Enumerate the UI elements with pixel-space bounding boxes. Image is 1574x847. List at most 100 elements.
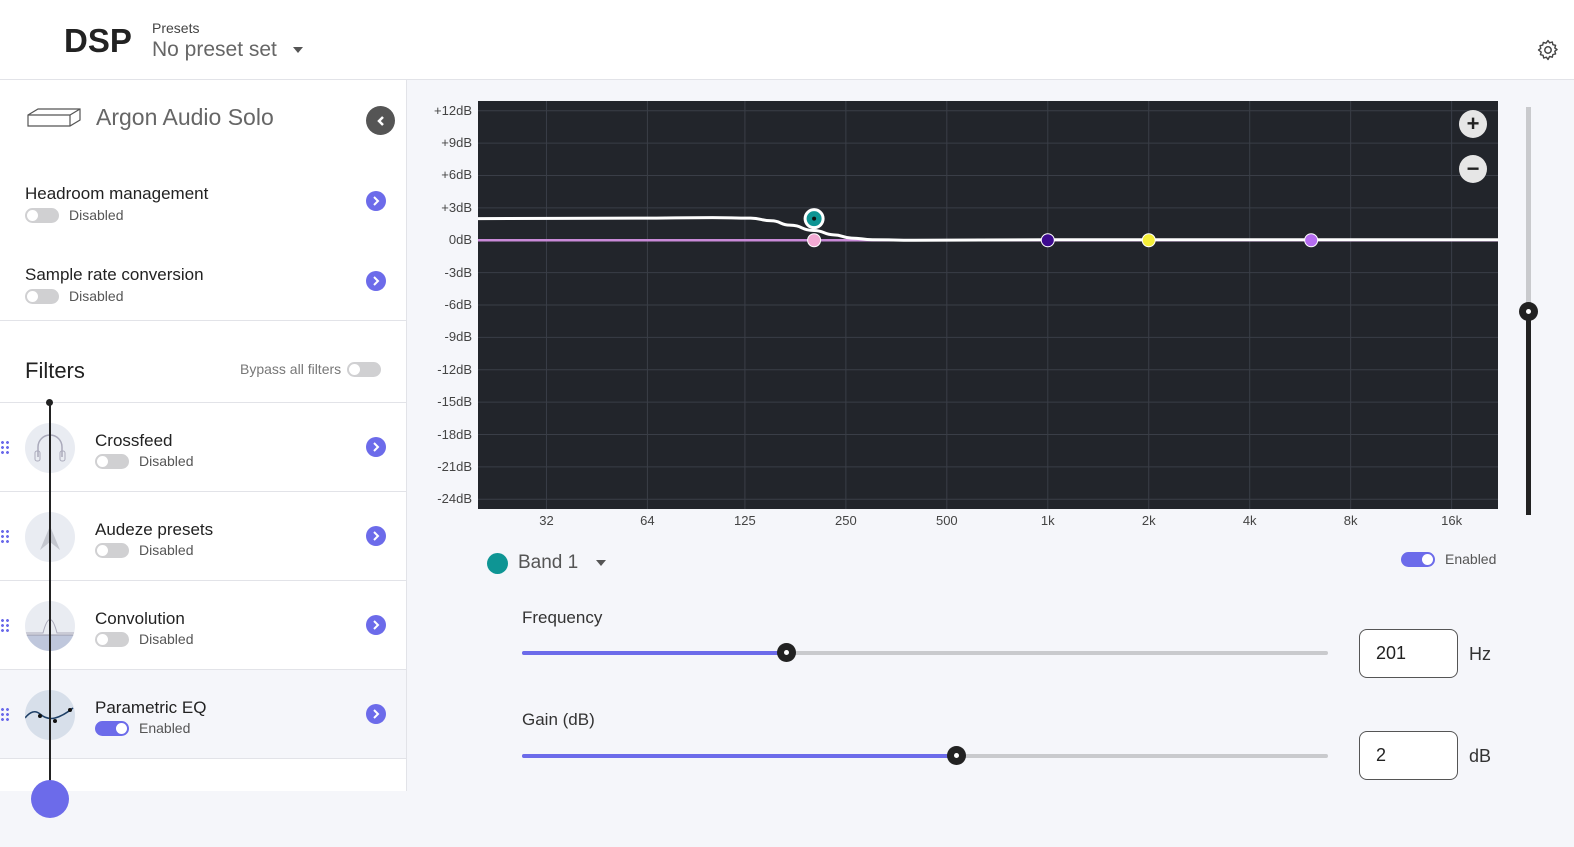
sidebar: Argon Audio Solo Headroom management Dis… <box>0 80 407 818</box>
y-tick-label: +6dB <box>441 167 472 183</box>
drag-handle-icon[interactable] <box>0 618 10 632</box>
zoom-out-button[interactable]: − <box>1459 155 1487 183</box>
filter-item-parametric-eq[interactable]: Parametric EQ Enabled <box>0 669 406 758</box>
y-tick-label: -15dB <box>437 394 472 410</box>
eq-chart-plot[interactable] <box>477 101 1498 509</box>
filter-item-convolution[interactable]: Convolution Disabled <box>0 580 406 669</box>
filter-open-button[interactable] <box>366 615 386 635</box>
x-tick-label: 125 <box>734 513 756 528</box>
gear-icon[interactable] <box>1536 38 1560 62</box>
top-bar: DSP Presets No preset set <box>0 0 1574 80</box>
filter-open-button[interactable] <box>366 437 386 457</box>
filters-heading: Filters <box>25 358 85 383</box>
y-tick-label: -3dB <box>444 264 472 280</box>
headroom-open-button[interactable] <box>366 191 386 211</box>
y-tick-label: -9dB <box>444 329 472 345</box>
x-tick-label: 64 <box>640 513 655 528</box>
x-tick-label: 4k <box>1242 513 1257 528</box>
drag-handle-icon[interactable] <box>0 440 10 454</box>
y-tick-label: -6dB <box>444 297 472 312</box>
band-selector[interactable]: Band 1 <box>487 552 607 574</box>
filter-chain-start-dot <box>46 399 53 406</box>
chevron-right-icon <box>373 196 380 206</box>
vertical-slider-fill <box>1526 311 1531 515</box>
filter-item-next <box>0 758 406 847</box>
filter-name: Audeze presets <box>95 520 214 539</box>
x-tick-label: 1k <box>1040 513 1055 528</box>
gain-unit: dB <box>1469 746 1492 766</box>
filter-item-audeze-presets[interactable]: Audeze presets Disabled <box>0 491 406 580</box>
gain-slider-fill <box>522 754 957 758</box>
y-tick-label: +3dB <box>441 199 472 215</box>
drag-handle-icon[interactable] <box>0 529 10 543</box>
x-tick-label: 2k <box>1141 513 1156 528</box>
band-label: Band 1 <box>518 552 579 573</box>
sample-rate-toggle[interactable] <box>25 288 59 304</box>
band-color-dot <box>487 552 508 574</box>
bypass-label: Bypass all filters <box>240 361 342 377</box>
page-title: DSP <box>64 22 132 59</box>
vertical-slider-thumb[interactable] <box>1519 302 1538 321</box>
y-tick-label: +12dB <box>434 102 472 118</box>
device-header: Argon Audio Solo <box>26 104 274 131</box>
drag-handle-icon[interactable] <box>0 707 10 721</box>
filter-toggle[interactable] <box>95 542 129 558</box>
device-name: Argon Audio Solo <box>96 104 274 130</box>
chevron-right-icon <box>373 620 380 630</box>
y-tick-label: 0dB <box>448 232 472 248</box>
chevron-right-icon <box>373 531 380 541</box>
band-point[interactable] <box>1141 233 1156 248</box>
setting-headroom-management: Headroom management Disabled <box>25 184 208 223</box>
filter-status: Enabled <box>139 720 191 736</box>
y-tick-label: -24dB <box>437 491 472 507</box>
setting-status: Disabled <box>69 288 124 304</box>
x-tick-label: 8k <box>1343 513 1358 528</box>
band-enabled-toggle[interactable] <box>1401 551 1435 567</box>
preset-dropdown[interactable]: No preset set <box>152 38 303 62</box>
caret-down-icon <box>292 47 303 53</box>
filter-item-crossfeed[interactable]: Crossfeed Disabled <box>0 402 406 491</box>
x-tick-label: 250 <box>835 513 857 528</box>
y-tick-label: -12dB <box>437 361 472 377</box>
band-enabled: Enabled <box>1401 551 1496 567</box>
setting-label: Headroom management <box>25 184 209 203</box>
divider <box>0 320 407 321</box>
frequency-slider-fill <box>522 651 786 655</box>
setting-label: Sample rate conversion <box>25 265 204 284</box>
filter-open-button[interactable] <box>366 704 386 724</box>
setting-status: Disabled <box>69 207 124 223</box>
device-icon <box>27 107 81 127</box>
setting-sample-rate-conversion: Sample rate conversion Disabled <box>25 265 204 304</box>
x-tick-label: 16k <box>1441 513 1463 528</box>
frequency-slider-thumb[interactable] <box>776 643 796 662</box>
x-tick-label: 500 <box>935 513 958 528</box>
band-point[interactable] <box>1304 233 1319 248</box>
eq-response-curve <box>477 216 1498 242</box>
y-tick-label: +9dB <box>441 135 472 151</box>
band-point[interactable] <box>807 233 822 248</box>
eq-chart[interactable]: + − <box>477 101 1498 509</box>
headroom-toggle[interactable] <box>25 207 59 223</box>
presets-label: Presets <box>152 20 200 36</box>
filter-toggle[interactable] <box>95 453 129 469</box>
bypass-all-filters: Bypass all filters <box>240 361 382 377</box>
filter-name: Convolution <box>95 609 185 628</box>
chevron-right-icon <box>373 442 380 452</box>
y-tick-label: -21dB <box>437 458 472 474</box>
gain-input[interactable] <box>1359 731 1458 780</box>
filter-toggle[interactable] <box>95 631 129 647</box>
frequency-slider[interactable] <box>522 643 1328 662</box>
chevron-right-icon <box>373 709 380 719</box>
filter-toggle[interactable] <box>95 720 129 736</box>
band-point-center <box>812 216 817 221</box>
band-point[interactable] <box>1040 233 1055 248</box>
gain-slider[interactable] <box>522 746 1328 765</box>
frequency-input[interactable] <box>1359 629 1458 678</box>
bypass-toggle[interactable] <box>347 361 382 377</box>
sample-rate-open-button[interactable] <box>366 271 386 291</box>
gain-slider-thumb[interactable] <box>947 746 967 765</box>
filter-chain-line <box>49 402 51 802</box>
filter-open-button[interactable] <box>366 526 386 546</box>
zoom-in-button[interactable]: + <box>1459 110 1487 138</box>
collapse-sidebar-button[interactable] <box>366 106 395 135</box>
